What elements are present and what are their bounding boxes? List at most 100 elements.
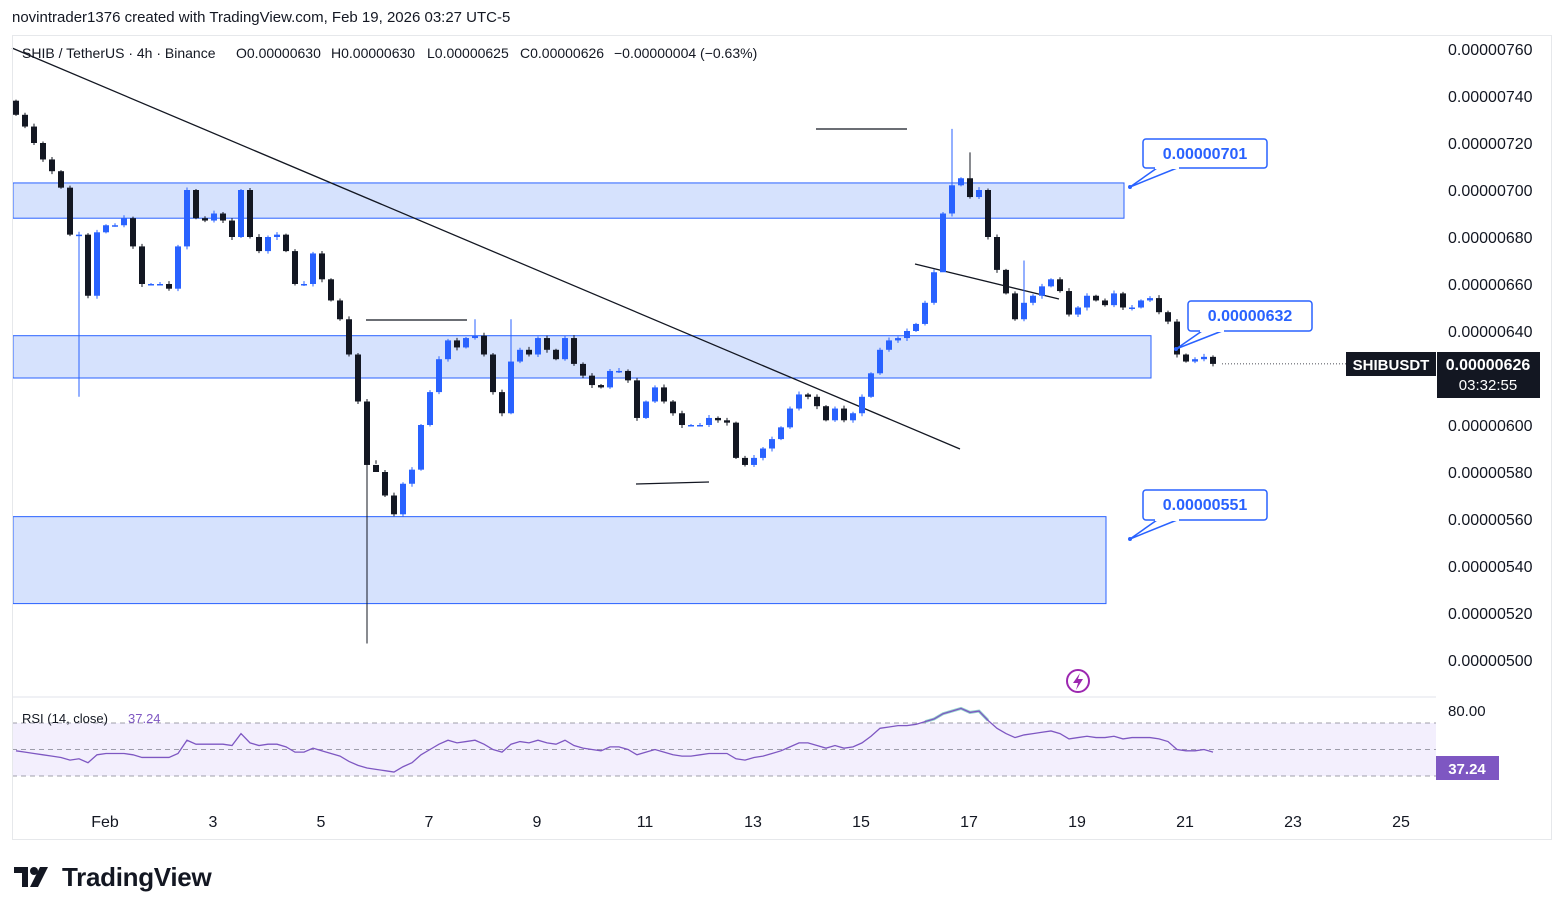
candle[interactable]: [211, 213, 217, 221]
candle[interactable]: [553, 349, 559, 360]
candle[interactable]: [832, 408, 838, 421]
candle[interactable]: [931, 272, 937, 303]
candle[interactable]: [517, 349, 523, 362]
candle[interactable]: [418, 425, 424, 470]
candle[interactable]: [346, 319, 352, 355]
candle[interactable]: [697, 425, 703, 427]
candle[interactable]: [922, 302, 928, 324]
candle[interactable]: [598, 385, 604, 388]
candle[interactable]: [733, 422, 739, 458]
candle[interactable]: [1120, 293, 1126, 308]
candle[interactable]: [787, 408, 793, 428]
candle[interactable]: [1111, 293, 1117, 306]
candle[interactable]: [940, 213, 946, 273]
candle[interactable]: [706, 417, 712, 425]
candle[interactable]: [652, 387, 658, 402]
candle[interactable]: [1129, 307, 1135, 310]
candle[interactable]: [463, 338, 469, 348]
candle[interactable]: [1192, 359, 1198, 362]
candle[interactable]: [1174, 321, 1180, 355]
candle[interactable]: [1039, 286, 1045, 296]
candle[interactable]: [481, 335, 487, 355]
candle[interactable]: [895, 338, 901, 341]
candle[interactable]: [103, 225, 109, 233]
candle[interactable]: [436, 359, 442, 393]
price-zone[interactable]: [12, 182, 1125, 219]
candle[interactable]: [400, 483, 406, 515]
candle[interactable]: [220, 213, 226, 221]
candle[interactable]: [490, 354, 496, 393]
candle[interactable]: [1084, 295, 1090, 308]
candle[interactable]: [1147, 298, 1153, 301]
candle[interactable]: [256, 237, 262, 252]
candle[interactable]: [1021, 302, 1027, 320]
candle[interactable]: [742, 457, 748, 465]
trendline[interactable]: [635, 481, 710, 485]
candle[interactable]: [751, 457, 757, 465]
candle[interactable]: [1066, 291, 1072, 315]
candle[interactable]: [949, 185, 955, 214]
candle[interactable]: [319, 253, 325, 280]
candle[interactable]: [1156, 298, 1162, 313]
candle[interactable]: [472, 335, 478, 339]
candle[interactable]: [31, 126, 37, 143]
candle[interactable]: [337, 300, 343, 320]
candle[interactable]: [1210, 356, 1216, 364]
candle[interactable]: [877, 349, 883, 374]
candle[interactable]: [184, 190, 190, 247]
candle[interactable]: [1057, 279, 1063, 292]
price-callout[interactable]: 0.00000701: [1128, 138, 1268, 189]
candle[interactable]: [859, 396, 865, 414]
candle[interactable]: [616, 370, 622, 373]
candle[interactable]: [562, 338, 568, 360]
candle[interactable]: [454, 340, 460, 348]
candle[interactable]: [769, 439, 775, 449]
tradingview-logo[interactable]: TradingView: [14, 862, 212, 893]
candle[interactable]: [688, 425, 694, 427]
candle[interactable]: [679, 413, 685, 425]
candle[interactable]: [904, 331, 910, 339]
candle[interactable]: [778, 427, 784, 440]
candle[interactable]: [148, 284, 154, 286]
candle[interactable]: [85, 234, 91, 296]
candle[interactable]: [121, 218, 127, 226]
candle[interactable]: [265, 237, 271, 252]
candle[interactable]: [166, 284, 172, 289]
candle[interactable]: [760, 448, 766, 458]
candle[interactable]: [625, 370, 631, 381]
candle[interactable]: [715, 417, 721, 421]
candle[interactable]: [94, 232, 100, 296]
price-callout[interactable]: 0.00000551: [1128, 489, 1268, 541]
candle[interactable]: [823, 406, 829, 421]
candle[interactable]: [247, 190, 253, 237]
candle[interactable]: [13, 100, 19, 115]
candle[interactable]: [157, 284, 163, 286]
candle[interactable]: [22, 114, 28, 127]
candle[interactable]: [526, 349, 532, 355]
candle[interactable]: [310, 253, 316, 284]
candle[interactable]: [274, 234, 280, 237]
candle[interactable]: [202, 218, 208, 221]
candle[interactable]: [580, 363, 586, 376]
candle[interactable]: [913, 323, 919, 331]
candle[interactable]: [40, 143, 46, 160]
candle[interactable]: [1093, 295, 1099, 301]
candle[interactable]: [1183, 354, 1189, 362]
candle[interactable]: [382, 472, 388, 496]
candle[interactable]: [661, 387, 667, 402]
candle[interactable]: [427, 392, 433, 425]
candle[interactable]: [1048, 279, 1054, 287]
candle[interactable]: [67, 187, 73, 235]
candle[interactable]: [355, 354, 361, 402]
candle[interactable]: [1102, 300, 1108, 306]
candle[interactable]: [292, 251, 298, 284]
candle[interactable]: [76, 234, 82, 237]
rsi-title[interactable]: RSI (14, close): [22, 711, 108, 726]
candle[interactable]: [229, 220, 235, 237]
price-zone[interactable]: [12, 516, 1107, 605]
candle[interactable]: [328, 279, 334, 301]
candle[interactable]: [814, 396, 820, 407]
rsi-line[interactable]: [15, 707, 1214, 773]
candle[interactable]: [670, 401, 676, 414]
legend-symbol[interactable]: SHIB / TetherUS · 4h · Binance: [22, 45, 216, 61]
